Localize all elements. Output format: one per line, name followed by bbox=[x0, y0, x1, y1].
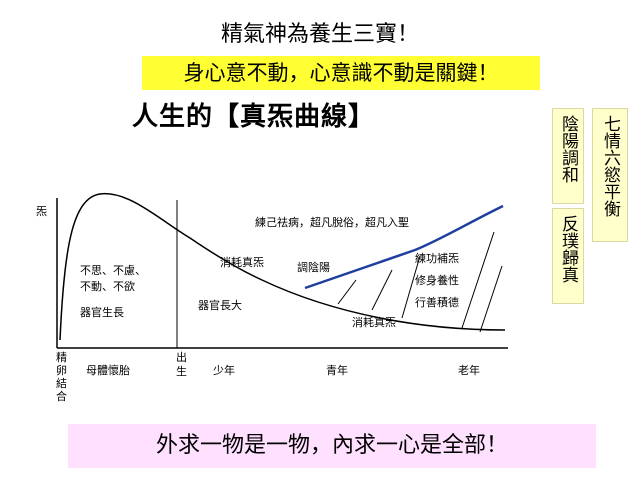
consume-qi-label: 消耗真炁 bbox=[352, 315, 396, 329]
consume-qi-label: 消耗真炁 bbox=[220, 255, 264, 269]
cultivation-curve bbox=[304, 204, 504, 290]
practice-label: 行善積德 bbox=[415, 295, 459, 309]
stage-label-youth: 少年 bbox=[213, 363, 235, 377]
birth-label: 生 bbox=[176, 364, 187, 378]
organ-grown-label: 器官長大 bbox=[198, 298, 242, 312]
origin-label: 精 bbox=[56, 351, 67, 364]
practice-label: 修身養性 bbox=[415, 273, 459, 287]
stage-label-adult: 青年 bbox=[326, 363, 348, 377]
page-title: 精氣神為養生三寶！ bbox=[220, 22, 419, 47]
origin-label: 合 bbox=[56, 389, 67, 403]
qi-curve-diagram: 炁 精 卵 結 合 出 生 母體懷胎 少年 青年 老年 不思、不慮、 不動、不欲… bbox=[36, 192, 508, 403]
stage-label-old-age: 老年 bbox=[458, 363, 480, 377]
hatch-line bbox=[337, 279, 357, 305]
hatch-line bbox=[461, 231, 495, 329]
hatch-line bbox=[371, 269, 393, 311]
note-emotion-balance: 七情六慾平衡 bbox=[592, 108, 628, 242]
prenatal-label: 不動、不欲 bbox=[80, 279, 135, 293]
hatch-line bbox=[401, 255, 421, 319]
origin-label: 結 bbox=[56, 376, 67, 390]
adjust-yinyang-label: 調陰陽 bbox=[297, 260, 330, 274]
prenatal-label: 不思、不慮、 bbox=[80, 263, 146, 277]
y-axis-label: 炁 bbox=[36, 205, 47, 218]
origin-label: 卵 bbox=[56, 364, 67, 377]
refine-self-label: 練己祛病，超凡脫俗，超凡入聖 bbox=[255, 215, 409, 229]
stage-label-prenatal: 母體懷胎 bbox=[86, 363, 130, 377]
note-yinyang-harmony: 陰陽調和 bbox=[552, 108, 584, 204]
practice-label: 練功補炁 bbox=[415, 251, 459, 265]
footer-banner: 外求一物是一物，內求一心是全部！ bbox=[68, 424, 596, 468]
key-statement-banner: 身心意不動，心意識不動是關鍵！ bbox=[142, 56, 540, 90]
qi-curve bbox=[59, 192, 506, 341]
organ-growth-label: 器官生長 bbox=[80, 305, 124, 319]
curve-heading: 人生的【真炁曲線】 bbox=[132, 102, 376, 132]
birth-label: 出 bbox=[176, 350, 187, 364]
hatch-line bbox=[479, 265, 503, 333]
note-return-to-simplicity: 反璞歸真 bbox=[552, 208, 584, 304]
